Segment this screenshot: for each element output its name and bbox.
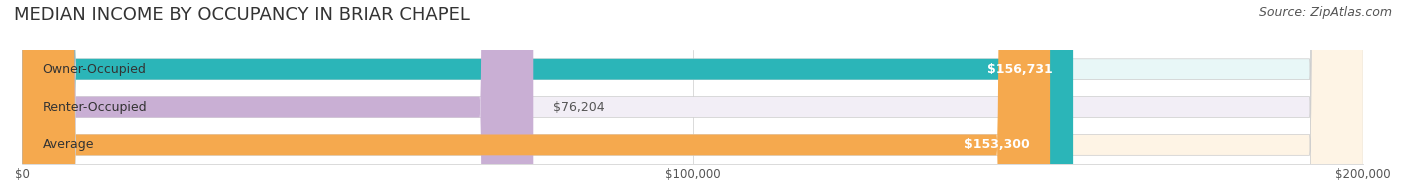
- Text: Renter-Occupied: Renter-Occupied: [42, 101, 148, 113]
- Text: $153,300: $153,300: [965, 138, 1031, 151]
- Text: Source: ZipAtlas.com: Source: ZipAtlas.com: [1258, 6, 1392, 19]
- FancyBboxPatch shape: [22, 0, 1073, 196]
- FancyBboxPatch shape: [22, 0, 1364, 196]
- Text: $76,204: $76,204: [554, 101, 605, 113]
- FancyBboxPatch shape: [22, 0, 533, 196]
- FancyBboxPatch shape: [22, 0, 1364, 196]
- Text: $156,731: $156,731: [987, 63, 1053, 76]
- Text: Owner-Occupied: Owner-Occupied: [42, 63, 146, 76]
- FancyBboxPatch shape: [22, 0, 1364, 196]
- Text: MEDIAN INCOME BY OCCUPANCY IN BRIAR CHAPEL: MEDIAN INCOME BY OCCUPANCY IN BRIAR CHAP…: [14, 6, 470, 24]
- Text: Average: Average: [42, 138, 94, 151]
- FancyBboxPatch shape: [22, 0, 1050, 196]
